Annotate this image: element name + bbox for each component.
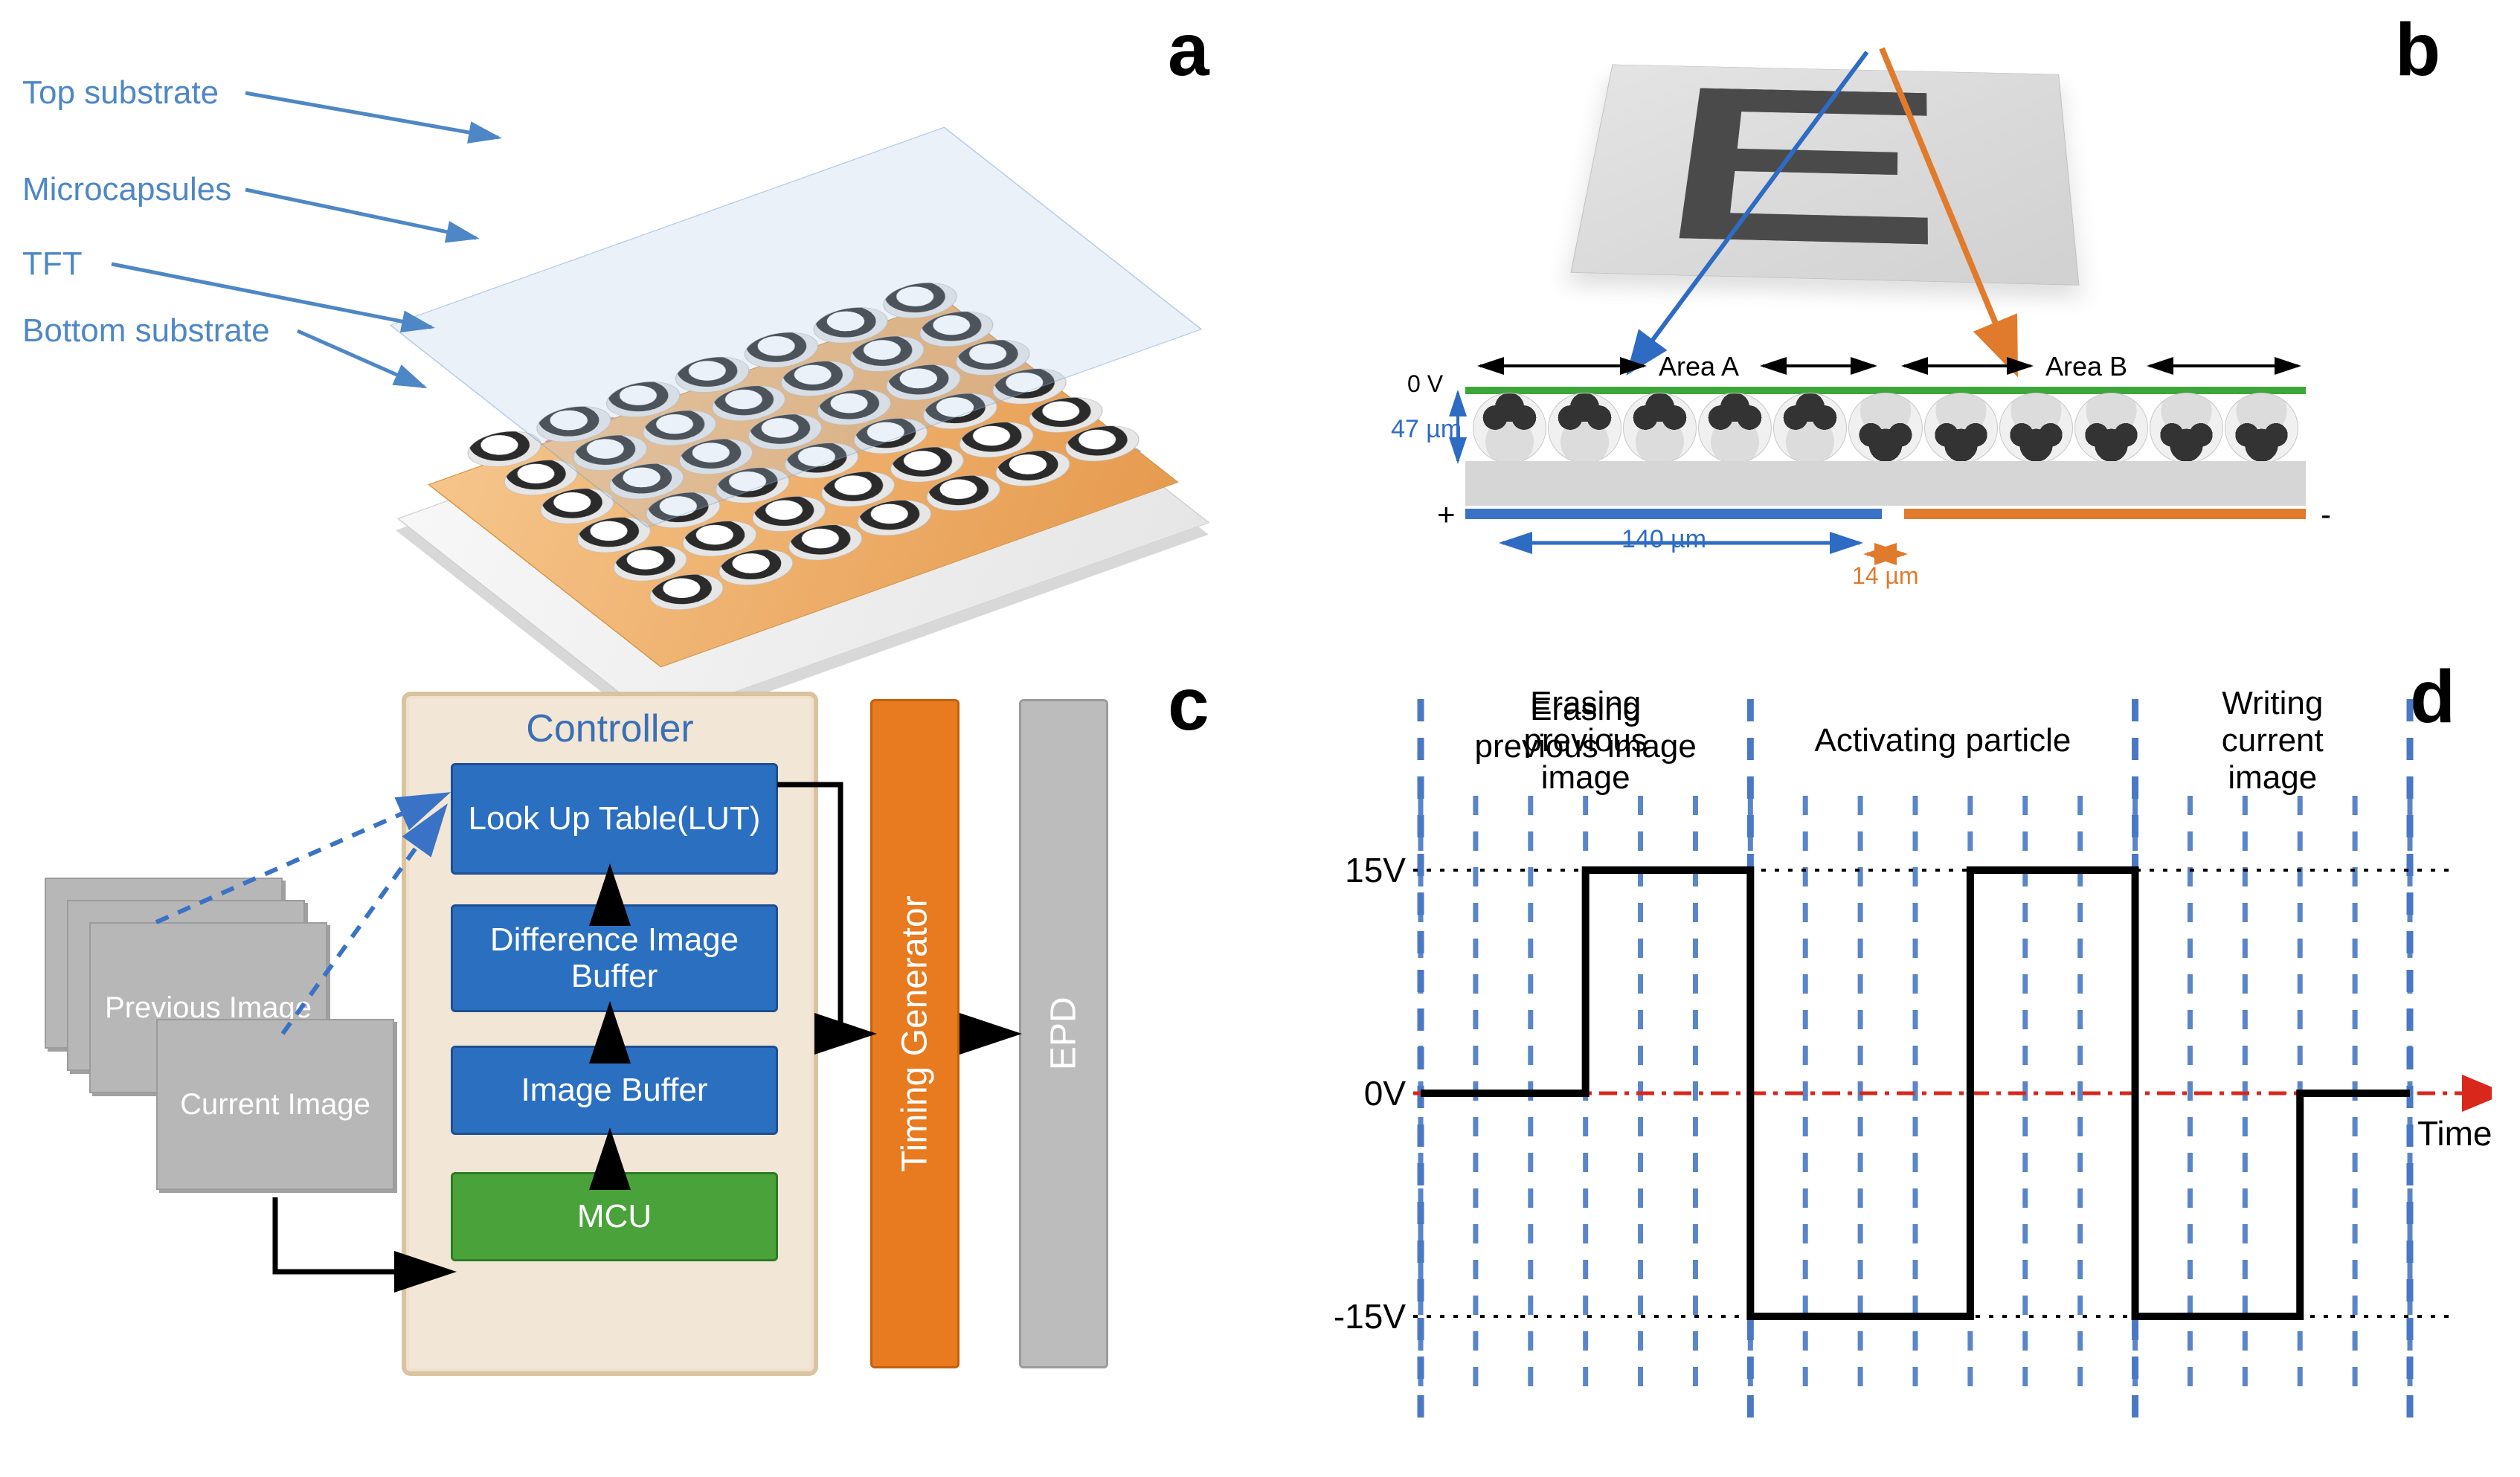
svg-text:0V: 0V (1364, 1074, 1407, 1113)
panel-c-arrows (7, 662, 1272, 1465)
svg-text:Erasing: Erasing (1530, 685, 1641, 721)
panel-d: d 15V0V-15VErasingprevious imageErasingp… (1294, 662, 2507, 1458)
svg-text:Time: Time (2417, 1114, 2492, 1153)
svg-text:15V: 15V (1345, 851, 1406, 889)
svg-text:Writing: Writing (2222, 685, 2323, 721)
svg-text:previous: previous (1524, 722, 1648, 759)
panel-a-arrows (22, 15, 1287, 610)
label-14um: 14 µm (1852, 562, 1919, 590)
label-140um: 140 µm (1621, 525, 1706, 554)
figure-root: a Top substrate Microcapsules TFT Bottom… (0, 0, 2520, 1477)
panel-d-waveform-plot: 15V0V-15VErasingprevious imageErasingpre… (1294, 662, 2492, 1443)
panel-a: a Top substrate Microcapsules TFT Bottom… (22, 15, 1272, 610)
svg-text:-15V: -15V (1334, 1297, 1406, 1336)
panel-b-dim-arrows (1428, 357, 2343, 595)
panel-b-cross-section: Area A Area B 0 V 47 µm + - (1428, 357, 2336, 580)
svg-text:image: image (1541, 759, 1630, 796)
svg-text:current: current (2222, 722, 2324, 759)
svg-text:Activating particle: Activating particle (1815, 722, 2071, 759)
svg-text:image: image (2228, 759, 2317, 796)
panel-c: c Previous Image Current Image Controlle… (7, 662, 1272, 1465)
panel-b: b Area A Area B 0 V 47 µm + - (1279, 7, 2499, 625)
